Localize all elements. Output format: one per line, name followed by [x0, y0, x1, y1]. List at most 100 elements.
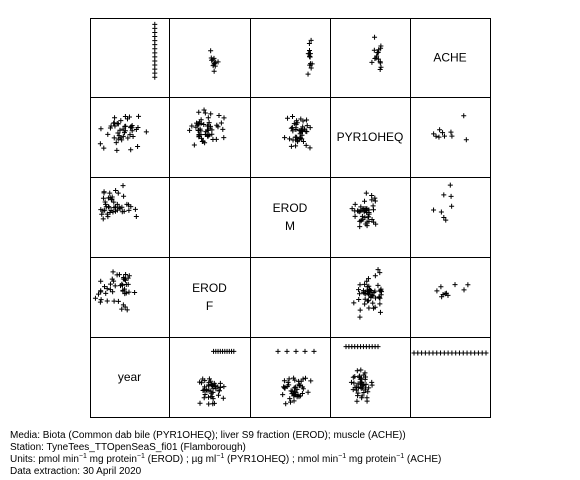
point-4-2-40 — [303, 375, 309, 381]
point-4-3-40 — [362, 387, 368, 393]
panel-3-2 — [250, 257, 331, 338]
point-1-4-2 — [433, 133, 439, 139]
point-2-3-16 — [357, 209, 363, 215]
point-3-3-18 — [375, 267, 381, 273]
units-exponent-2: −1 — [136, 453, 145, 460]
point-3-3-53 — [379, 289, 385, 295]
point-4-2-32 — [296, 394, 302, 400]
point-3-0-43 — [126, 289, 132, 295]
point-1-0-21 — [97, 141, 103, 147]
point-2-0-1 — [115, 190, 121, 196]
point-4-1-2 — [220, 395, 226, 401]
point-3-3-34 — [365, 291, 371, 297]
point-1-1-0 — [205, 115, 211, 121]
panel-1-4 — [410, 97, 491, 178]
point-2-3-42 — [366, 214, 372, 220]
point-2-0-39 — [107, 210, 113, 216]
point-4-2-35 — [294, 386, 300, 392]
units-exponent-5: −1 — [396, 453, 405, 460]
point-3-3-5 — [356, 287, 362, 293]
panel-1-2 — [250, 97, 331, 178]
point-1-2-36 — [288, 125, 294, 131]
point-1-0-16 — [115, 121, 121, 127]
point-3-3-37 — [362, 281, 368, 287]
point-2-0-21 — [132, 206, 138, 212]
point-1-1-53 — [221, 115, 227, 121]
point-1-0-10 — [122, 123, 128, 129]
point-0-3-6 — [371, 47, 377, 53]
point-1-4-0 — [463, 137, 469, 143]
point-1-1-29 — [216, 113, 222, 118]
point-0-2-3 — [308, 65, 314, 71]
point-1-2-11 — [307, 125, 313, 131]
point-4-3-37 — [363, 374, 369, 380]
point-4-1-31 — [216, 388, 222, 394]
units-exponent-1: −1 — [78, 453, 87, 460]
point-1-0-35 — [115, 136, 121, 142]
panel-3-1 — [169, 257, 251, 338]
point-4-3-25 — [361, 390, 367, 396]
units-text-2: mg protein — [86, 454, 137, 465]
point-1-0-24 — [119, 137, 125, 143]
point-4-2-4 — [305, 389, 311, 395]
point-3-4-5 — [452, 282, 458, 288]
point-4-3-14 — [348, 379, 354, 385]
point-1-2-16 — [282, 135, 288, 141]
point-2-0-18 — [100, 216, 106, 222]
point-4-2-42 — [282, 384, 288, 390]
point-1-0-8 — [130, 133, 136, 139]
point-1-1-21 — [218, 120, 224, 126]
point-3-0-17 — [98, 289, 104, 295]
point-1-1-13 — [209, 131, 215, 137]
point-3-3-21 — [357, 291, 363, 297]
point-4-1-4 — [201, 395, 207, 401]
point-4-1-29 — [206, 394, 212, 400]
point-2-3-37 — [357, 218, 363, 224]
point-4-1-row-9 — [231, 348, 237, 354]
point-3-0-30 — [107, 287, 113, 293]
point-4-1-23 — [197, 400, 203, 406]
point-1-1-6 — [187, 127, 193, 133]
point-2-3-43 — [366, 207, 372, 213]
point-1-0-27 — [121, 130, 127, 136]
point-3-4-4 — [445, 292, 451, 298]
panel-0-0 — [90, 18, 170, 98]
point-2-4-6 — [431, 207, 437, 213]
point-4-3-5 — [354, 398, 360, 404]
point-1-0-11 — [135, 144, 141, 150]
point-0-2-7 — [305, 71, 311, 77]
point-4-2-39 — [281, 378, 287, 384]
panel-2-3 — [330, 177, 411, 258]
point-3-4-7 — [442, 291, 448, 297]
panel-4-3 — [330, 337, 411, 418]
point-1-0-31 — [143, 129, 149, 135]
point-1-2-33 — [285, 115, 291, 121]
point-1-0-41 — [118, 118, 124, 124]
point-1-4-4 — [461, 113, 467, 119]
point-4-2-33 — [300, 384, 306, 390]
point-1-4-5 — [431, 131, 437, 137]
point-4-2-row-1 — [284, 348, 290, 354]
point-2-3-44 — [369, 193, 375, 199]
point-4-1-43 — [204, 388, 210, 394]
point-3-0-35 — [122, 291, 128, 297]
point-2-0-14 — [107, 190, 113, 196]
point-3-3-41 — [357, 307, 363, 313]
diagonal-label-2-0: EROD — [273, 201, 308, 215]
point-3-4-9 — [465, 282, 471, 288]
point-1-1-28 — [221, 135, 227, 141]
scatterplot-matrix: year EROD F EROD M PYR1OHEQ ACHE — [90, 18, 491, 418]
point-2-3-27 — [369, 197, 375, 203]
caption-station: Station: TyneTees_TTOpenSeaS_fi01 (Flamb… — [10, 442, 246, 453]
point-1-0-43 — [116, 133, 122, 139]
point-3-3-47 — [372, 295, 378, 301]
diagonal-label-1-1: F — [206, 299, 213, 313]
point-2-0-43 — [105, 204, 111, 210]
point-2-4-2 — [441, 192, 447, 198]
point-1-1-43 — [201, 107, 207, 113]
point-3-3-4 — [356, 296, 362, 302]
point-4-1-39 — [202, 384, 208, 390]
point-0-2-6 — [307, 53, 313, 59]
point-1-1-36 — [189, 123, 195, 129]
point-1-1-15 — [202, 140, 208, 146]
